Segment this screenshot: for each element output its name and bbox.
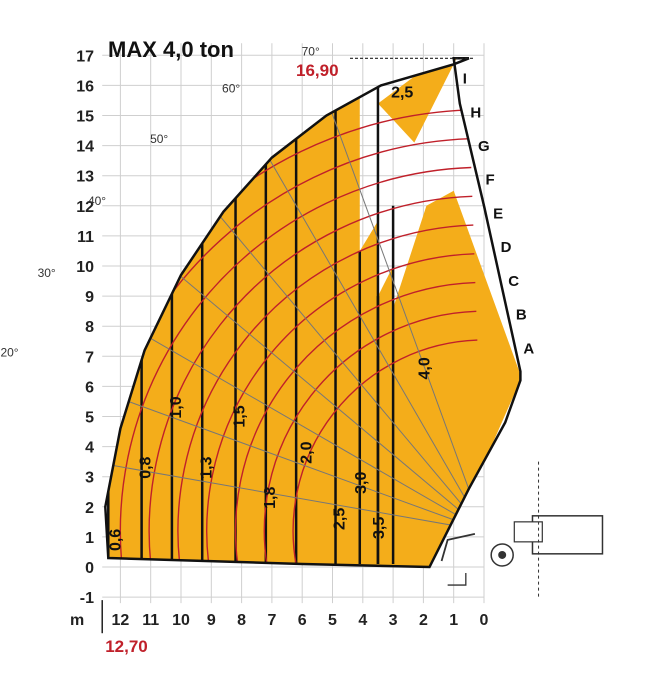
- vehicle-body: [531, 515, 604, 555]
- x-unit-label: m: [70, 612, 84, 629]
- x-tick-label: 11: [142, 612, 159, 629]
- angle-ray-60: [233, 97, 485, 532]
- y-tick-label: 11: [77, 229, 94, 246]
- load-zone-5: [235, 145, 266, 568]
- y-tick-label: 10: [76, 259, 94, 276]
- x-tick-label: 10: [172, 612, 190, 629]
- load-value-label: 1,0: [168, 396, 185, 418]
- load-value-label: 3,0: [353, 472, 370, 494]
- load-zones: [107, 58, 521, 568]
- vehicle-fork: [440, 533, 476, 562]
- arc-label-D: D: [501, 239, 512, 256]
- x-tick-label: 1: [449, 612, 458, 629]
- arc-label-E: E: [493, 205, 503, 222]
- x-tick-label: 6: [298, 612, 307, 629]
- angle-label-40: 40°: [88, 194, 106, 208]
- load-zone-7: [296, 76, 336, 568]
- angle-label-60: 60°: [222, 81, 240, 95]
- load-zone-12: [377, 58, 457, 143]
- arc-label-F: F: [486, 172, 495, 189]
- arc-label-H: H: [470, 104, 481, 121]
- arc-label-G: G: [478, 138, 490, 155]
- y-tick-label: 8: [85, 319, 94, 336]
- y-tick-label: 0: [85, 560, 94, 577]
- load-value-label: 0,6: [107, 529, 124, 551]
- y-tick-label: -1: [80, 590, 94, 607]
- load-zone-11: [393, 190, 521, 567]
- angle-label-20: 20°: [0, 346, 18, 360]
- y-tick-label: 4: [85, 440, 94, 457]
- y-tick-label: 7: [85, 349, 94, 366]
- load-value-label: 1,3: [198, 456, 215, 478]
- x-tick-label: 9: [207, 612, 216, 629]
- y-tick-label: 2: [85, 500, 94, 517]
- y-tick-label: 14: [76, 139, 94, 156]
- x-tick-label: 8: [237, 612, 246, 629]
- load-value-label: 0,8: [138, 456, 155, 478]
- angle-label-70: 70°: [302, 44, 320, 58]
- x-tick-label: 2: [419, 612, 428, 629]
- angle-ray-70: [312, 60, 485, 532]
- extension-arc-G: [119, 166, 472, 568]
- load-value-label: 3,5: [371, 517, 388, 539]
- y-tick-label: 15: [76, 109, 94, 126]
- vehicle-hub: [498, 550, 507, 559]
- y-tick-label: 6: [85, 379, 94, 396]
- x-tick-label: 4: [358, 612, 367, 629]
- arc-label-B: B: [516, 307, 527, 324]
- vehicle-cab: [513, 521, 543, 543]
- arc-label-A: A: [523, 340, 534, 357]
- telehandler-icon: [440, 461, 604, 598]
- y-tick-label: 12: [76, 199, 94, 216]
- load-value-label: 1,8: [262, 487, 279, 509]
- x-tick-label: 7: [267, 612, 276, 629]
- arc-label-I: I: [463, 71, 467, 88]
- extension-arc-D: [206, 253, 475, 568]
- angle-label-30: 30°: [38, 266, 56, 280]
- load-zone-3: [171, 226, 203, 568]
- y-tick-label: 1: [85, 530, 94, 547]
- y-tick-label: 9: [85, 289, 94, 306]
- load-zone-2: [141, 296, 172, 568]
- x-tick-label: 12: [112, 612, 130, 629]
- angle-label-50: 50°: [150, 132, 168, 146]
- angle-ray-10: [105, 443, 485, 532]
- chart-title: MAX 4,0 ton: [108, 37, 234, 62]
- extension-arc-B: [263, 310, 477, 568]
- extension-arc-E: [177, 224, 474, 568]
- load-value-label: 2,0: [298, 441, 315, 463]
- max-height-label: 16,90: [296, 61, 339, 80]
- arc-label-C: C: [508, 273, 519, 290]
- vehicle-stabiliser: [447, 573, 467, 586]
- load-value-label: 1,5: [232, 405, 249, 427]
- extension-arc-A: [292, 339, 478, 568]
- angle-ray-20: [105, 359, 485, 532]
- load-value-label: 4,0: [416, 357, 433, 379]
- x-tick-label: 3: [389, 612, 398, 629]
- extension-arc-C: [234, 281, 476, 568]
- x-tick-label: 5: [328, 612, 337, 629]
- x-tick-label: 0: [480, 612, 489, 629]
- extension-arc-F: [148, 195, 473, 568]
- y-tick-label: 3: [85, 470, 94, 487]
- load-value-label: 2,5: [332, 508, 349, 530]
- load-value-label: 2,5: [391, 84, 413, 101]
- y-tick-label: 13: [76, 169, 94, 186]
- y-tick-label: 16: [76, 78, 94, 95]
- load-zone-8: [335, 67, 360, 568]
- y-tick-label: 17: [76, 48, 94, 65]
- y-tick-label: 5: [85, 410, 94, 427]
- max-reach-label: 12,70: [105, 637, 148, 656]
